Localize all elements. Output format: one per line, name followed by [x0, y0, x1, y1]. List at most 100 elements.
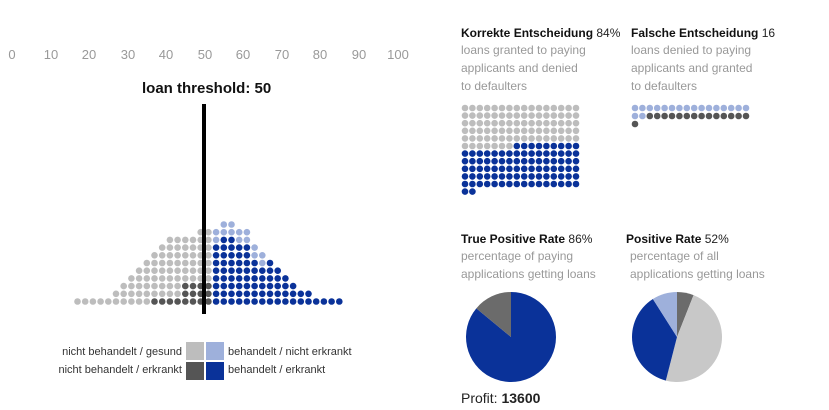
applicant-dot-not-treated-healthy: [143, 275, 151, 282]
correct-dot-denied-defaulter: [535, 112, 543, 119]
correct-dot-denied-defaulter: [476, 142, 484, 150]
wrong-dot-denied-payer: [727, 112, 735, 120]
correct-dot-denied-defaulter: [543, 119, 550, 127]
correct-dot-granted-payer: [491, 150, 498, 157]
correct-dot-denied-defaulter: [506, 119, 513, 127]
correct-dot-denied-defaulter: [513, 135, 521, 142]
correct-dot-granted-payer: [513, 173, 521, 180]
correct-dot-granted-payer: [506, 173, 513, 180]
applicant-dot-treated-sick: [320, 298, 328, 305]
correct-dot-denied-defaulter: [506, 135, 513, 142]
wrong-dot-granted-defaulter: [676, 104, 683, 112]
axis-tick: 70: [274, 47, 290, 62]
correct-dot-denied-defaulter: [498, 119, 506, 127]
axis-tick: 40: [158, 47, 174, 62]
axis-tick: 90: [351, 47, 367, 62]
correct-dot-granted-payer: [572, 180, 580, 188]
applicant-dot-treated-sick: [297, 290, 305, 298]
correct-dot-granted-payer: [520, 173, 528, 180]
positive-rate-pie-slice-1: [665, 295, 722, 382]
wrong-decision-description: loans denied to paying applicants and gr…: [631, 43, 753, 93]
applicant-dot-treated-not-sick: [251, 252, 258, 259]
axis-tick: 30: [120, 47, 136, 62]
applicant-dot-treated-sick: [282, 290, 289, 298]
correct-dot-denied-defaulter: [476, 119, 484, 127]
applicant-dot-not-treated-healthy: [205, 252, 212, 259]
correct-dot-denied-defaulter: [513, 112, 521, 119]
applicant-dot-treated-not-sick: [243, 228, 251, 236]
applicant-dot-not-treated-healthy: [189, 244, 197, 251]
applicant-dot-not-treated-healthy: [151, 275, 158, 282]
correct-dot-granted-payer: [572, 165, 580, 173]
correct-dot-denied-defaulter: [469, 127, 476, 135]
applicant-dot-not-treated-healthy: [174, 244, 181, 251]
correct-dot-granted-payer: [498, 157, 506, 165]
correct-dot-denied-defaulter: [565, 104, 572, 112]
wrong-dot-granted-defaulter: [661, 104, 668, 112]
correct-dot-granted-payer: [469, 150, 476, 157]
correct-dot-granted-payer: [520, 150, 528, 157]
applicant-dot-treated-sick: [228, 275, 235, 282]
correct-dot-granted-payer: [476, 180, 484, 188]
applicant-dot-treated-sick: [212, 298, 220, 305]
correct-dot-granted-payer: [535, 173, 543, 180]
correct-dot-denied-defaulter: [543, 135, 550, 142]
correct-dot-granted-payer: [528, 173, 535, 180]
applicant-dot-treated-sick: [266, 290, 274, 298]
correct-dot-granted-payer: [520, 157, 528, 165]
wrong-dot-granted-defaulter: [742, 104, 750, 112]
applicant-dot-not-treated-healthy: [205, 267, 212, 275]
threshold-slider-handle[interactable]: [202, 104, 206, 314]
applicant-dot-not-treated-healthy: [182, 244, 189, 251]
wrong-dot-granted-defaulter: [713, 104, 720, 112]
correct-dot-granted-payer: [483, 165, 491, 173]
applicant-dot-treated-sick: [243, 290, 251, 298]
correct-dot-denied-defaulter: [565, 112, 572, 119]
applicant-dot-treated-sick: [212, 290, 220, 298]
applicant-dot-not-treated-healthy: [166, 259, 174, 267]
applicant-dot-treated-sick: [235, 252, 243, 259]
correct-dot-granted-payer: [550, 157, 558, 165]
tpr-description: percentage of paying applications gettin…: [461, 249, 596, 281]
applicant-dot-treated-sick: [220, 267, 228, 275]
correct-dot-denied-defaulter: [469, 112, 476, 119]
applicant-dot-not-treated-healthy: [205, 236, 212, 244]
axis-tick: 80: [312, 47, 328, 62]
applicant-dot-not-treated-healthy: [189, 259, 197, 267]
applicant-dot-treated-sick: [243, 282, 251, 290]
correct-dot-denied-defaulter: [528, 127, 535, 135]
applicant-dot-treated-sick: [305, 290, 312, 298]
correct-dot-granted-payer: [543, 150, 550, 157]
applicant-dot-treated-sick: [305, 298, 312, 305]
correct-dot-granted-payer: [520, 142, 528, 150]
applicant-dot-treated-not-sick: [220, 221, 228, 228]
correct-dot-denied-defaulter: [469, 135, 476, 142]
correct-dot-denied-defaulter: [535, 104, 543, 112]
legend-label: nicht behandelt / gesund: [62, 346, 182, 358]
applicant-dot-not-treated-sick: [166, 298, 174, 305]
correct-dot-granted-payer: [550, 173, 558, 180]
applicant-dot-treated-sick: [243, 252, 251, 259]
correct-dot-denied-defaulter: [461, 104, 469, 112]
legend-label: nicht behandelt / erkrankt: [58, 364, 182, 376]
correct-dot-granted-payer: [550, 142, 558, 150]
applicant-dot-not-treated-healthy: [182, 236, 189, 244]
applicant-dot-not-treated-healthy: [166, 267, 174, 275]
applicant-dot-not-treated-healthy: [120, 290, 127, 298]
correct-dot-denied-defaulter: [476, 135, 484, 142]
correct-dot-granted-payer: [557, 150, 565, 157]
applicant-dot-treated-sick: [266, 282, 274, 290]
correct-dot-granted-payer: [498, 180, 506, 188]
correct-dot-denied-defaulter: [572, 112, 580, 119]
applicant-dot-treated-sick: [282, 298, 289, 305]
applicant-dot-not-treated-healthy: [74, 298, 81, 305]
applicant-dot-treated-sick: [259, 282, 266, 290]
correct-dot-denied-defaulter: [550, 127, 558, 135]
correct-dot-granted-payer: [461, 173, 469, 180]
axis-tick: 50: [197, 47, 213, 62]
applicant-dot-treated-sick: [228, 298, 235, 305]
applicant-dot-not-treated-healthy: [182, 275, 189, 282]
applicant-dot-treated-sick: [212, 267, 220, 275]
applicant-dot-not-treated-healthy: [166, 275, 174, 282]
applicant-dot-not-treated-healthy: [105, 298, 112, 305]
